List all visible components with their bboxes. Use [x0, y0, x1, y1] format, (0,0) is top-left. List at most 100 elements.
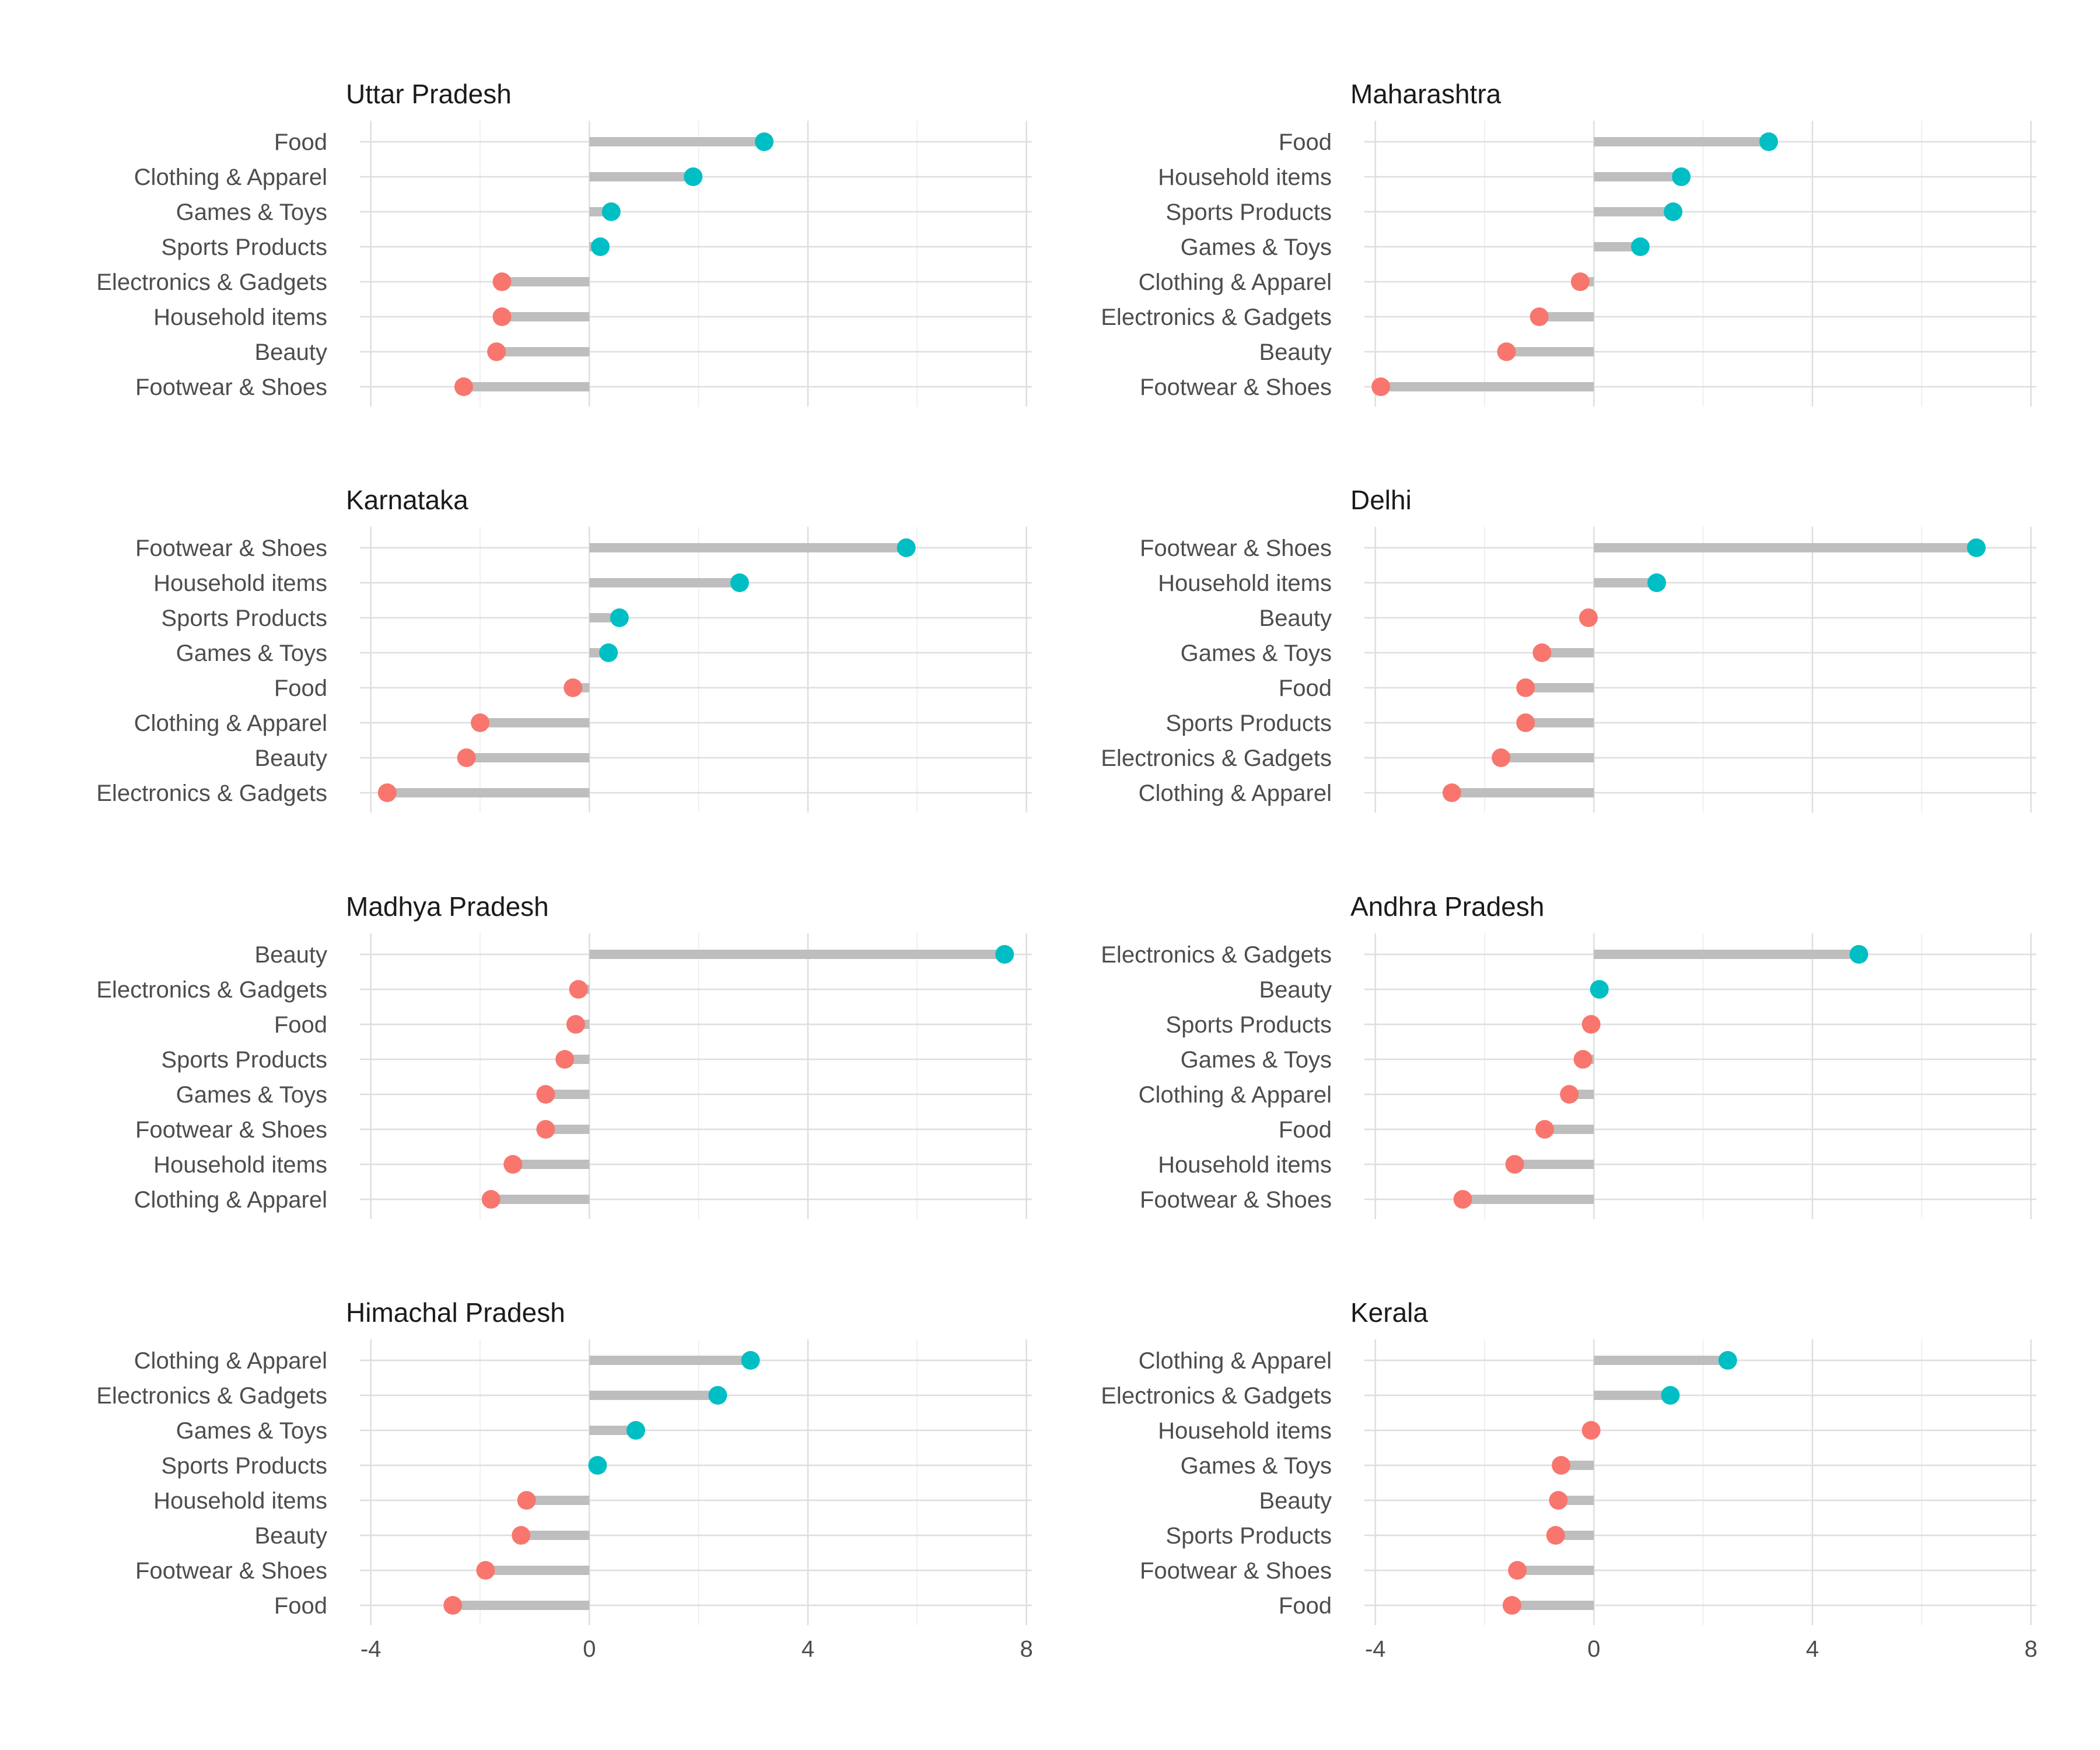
category-label: Electronics & Gadgets — [96, 977, 327, 1003]
category-label: Footwear & Shoes — [135, 536, 327, 561]
lollipop-point — [708, 1386, 727, 1405]
panel-delhi: Delhi Footwear & Shoes Household items Beau… — [1101, 485, 2036, 813]
lollipop-point — [492, 272, 512, 291]
lollipop-point — [1590, 980, 1609, 999]
category-label: Food — [274, 1593, 327, 1619]
category-label: Beauty — [254, 340, 327, 365]
lollipop-point — [1530, 307, 1549, 326]
panel-karnataka: Karnataka Footwear & Shoes Household items… — [96, 485, 1032, 813]
lollipop-point — [1442, 783, 1461, 802]
lollipop-point — [512, 1526, 531, 1545]
lollipop-point — [897, 538, 916, 557]
lollipop-point — [1718, 1351, 1737, 1370]
category-label: Food — [274, 130, 327, 155]
lollipop-point — [1516, 713, 1535, 732]
lollipop-point — [492, 307, 512, 326]
category-label: Beauty — [254, 942, 327, 968]
category-label: Electronics & Gadgets — [1101, 942, 1332, 968]
category-label: Electronics & Gadgets — [1101, 746, 1332, 771]
category-label: Footwear & Shoes — [135, 1117, 327, 1143]
category-label: Footwear & Shoes — [1140, 1558, 1332, 1584]
lollipop-point — [536, 1120, 555, 1139]
panel-title: Andhra Pradesh — [1350, 891, 1544, 922]
category-label: Electronics & Gadgets — [96, 780, 327, 806]
lollipop-point — [1647, 573, 1667, 592]
category-label: Electronics & Gadgets — [96, 1383, 327, 1409]
category-label: Games & Toys — [176, 200, 327, 225]
category-label: Household items — [1158, 164, 1332, 190]
category-label: Clothing & Apparel — [1139, 270, 1332, 295]
lollipop-point — [1759, 132, 1779, 151]
lollipop-point — [555, 1050, 575, 1069]
category-label: Food — [1279, 1593, 1332, 1619]
lollipop-point — [1549, 1491, 1568, 1510]
lollipop-point — [1560, 1085, 1579, 1104]
panel-madhya-pradesh: Madhya Pradesh Beauty Electronics & Gadget… — [96, 891, 1032, 1219]
category-label: Clothing & Apparel — [1139, 780, 1332, 806]
lollipop-point — [1672, 167, 1691, 186]
panel-uttar-pradesh: Uttar Pradesh Food Clothing & Apparel Games… — [96, 79, 1032, 407]
lollipop-point — [610, 608, 629, 627]
lollipop-point — [454, 377, 473, 396]
category-label: Clothing & Apparel — [134, 1187, 327, 1213]
category-label: Clothing & Apparel — [1139, 1348, 1332, 1374]
category-label: Footwear & Shoes — [135, 374, 327, 400]
lollipop-point — [457, 748, 476, 767]
panel-title: Himachal Pradesh — [346, 1297, 565, 1328]
lollipop-point — [471, 713, 490, 732]
category-label: Games & Toys — [1181, 1047, 1332, 1073]
category-label: Clothing & Apparel — [1139, 1082, 1332, 1108]
category-label: Beauty — [254, 746, 327, 771]
lollipop-point — [443, 1596, 463, 1615]
lollipop-point — [566, 1015, 585, 1034]
category-label: Games & Toys — [1181, 235, 1332, 260]
category-label: Games & Toys — [176, 640, 327, 666]
category-label: Household items — [1158, 1418, 1332, 1444]
category-label: Household items — [153, 1152, 327, 1178]
category-label: Beauty — [1259, 1488, 1332, 1514]
lollipop-point — [1535, 1120, 1555, 1139]
category-label: Household items — [153, 1488, 327, 1514]
lollipop-point — [588, 1456, 607, 1475]
lollipop-point — [601, 202, 621, 221]
lollipop-point — [1552, 1456, 1571, 1475]
panel-title: Madhya Pradesh — [346, 891, 549, 922]
category-label: Household items — [1158, 1152, 1332, 1178]
lollipop-point — [569, 980, 588, 999]
lollipop-point — [1966, 538, 1986, 557]
panel-maharashtra: Maharashtra Food Household items Sports Pro… — [1101, 79, 2036, 407]
lollipop-point — [1453, 1190, 1472, 1209]
category-label: Sports Products — [161, 235, 327, 260]
lollipop-point — [1570, 272, 1590, 291]
lollipop-point — [1661, 1386, 1680, 1405]
x-tick-label: 0 — [1587, 1636, 1600, 1662]
lollipop-point — [487, 342, 506, 361]
category-label: Household items — [1158, 570, 1332, 596]
lollipop-point — [741, 1351, 760, 1370]
x-tick-label: 4 — [1806, 1636, 1819, 1662]
category-label: Sports Products — [1166, 200, 1332, 225]
panel-andhra-pradesh: Andhra Pradesh Electronics & Gadgets Beaut… — [1101, 891, 2036, 1219]
x-tick-label: -4 — [360, 1636, 382, 1662]
lollipop-point — [1546, 1526, 1565, 1545]
category-label: Sports Products — [161, 1453, 327, 1479]
category-label: Games & Toys — [176, 1418, 327, 1444]
lollipop-point — [684, 167, 703, 186]
lollipop-point — [626, 1421, 645, 1440]
lollipop-point — [1371, 377, 1391, 396]
lollipop-point — [1579, 608, 1598, 627]
category-label: Food — [274, 676, 327, 701]
category-label: Food — [1279, 1117, 1332, 1143]
lollipop-point — [1505, 1155, 1524, 1174]
lollipop-point — [755, 132, 774, 151]
lollipop-point — [1573, 1050, 1592, 1069]
lollipop-point — [377, 783, 397, 802]
category-label: Electronics & Gadgets — [96, 270, 327, 295]
category-label: Beauty — [1259, 340, 1332, 365]
category-label: Sports Products — [161, 1047, 327, 1073]
category-label: Household items — [153, 304, 327, 330]
category-label: Beauty — [254, 1523, 327, 1549]
category-label: Clothing & Apparel — [134, 1348, 327, 1374]
x-tick-label: 8 — [1020, 1636, 1033, 1662]
